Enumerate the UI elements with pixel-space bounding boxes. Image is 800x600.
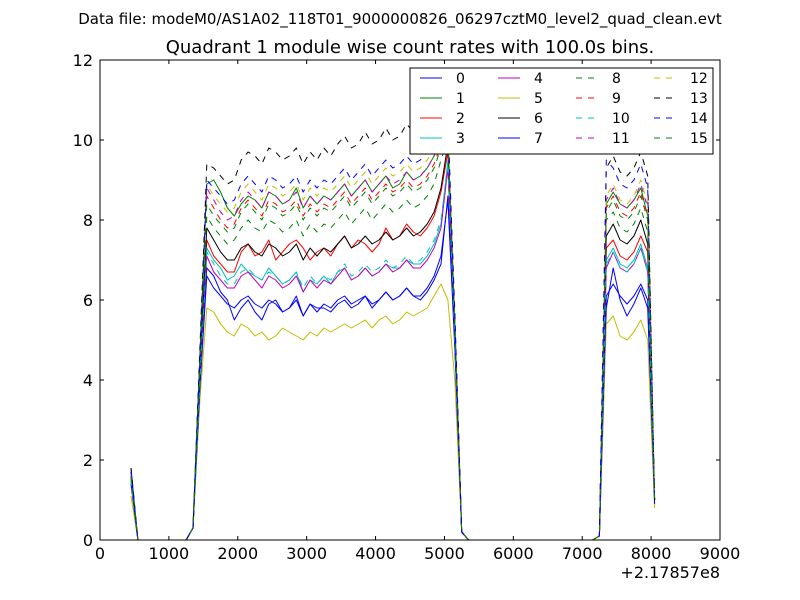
y-tick-label: 12 [73, 51, 93, 70]
x-tick-label: 2000 [217, 544, 258, 563]
legend-label-11: 11 [612, 131, 630, 147]
x-tick-label: 7000 [562, 544, 603, 563]
legend-label-10: 10 [612, 111, 630, 127]
legend-label-9: 9 [612, 91, 621, 107]
x-tick-label: 3000 [286, 544, 327, 563]
legend-label-15: 15 [690, 131, 708, 147]
x-tick-label: 6000 [493, 544, 534, 563]
x-tick-label: 1000 [149, 544, 190, 563]
legend-label-4: 4 [534, 71, 543, 87]
y-tick-label: 2 [83, 451, 93, 470]
legend-label-14: 14 [690, 111, 708, 127]
legend-label-6: 6 [534, 111, 543, 127]
x-tick-label: 9000 [700, 544, 741, 563]
legend-label-8: 8 [612, 71, 621, 87]
legend-label-5: 5 [534, 91, 543, 107]
x-tick-label: 5000 [424, 544, 465, 563]
y-tick-label: 6 [83, 291, 93, 310]
tick-group: 0 1000 2000 3000 4000 5000 6000 7000 8000 9000 0 2 4… [73, 51, 741, 563]
y-tick-label: 8 [83, 211, 93, 230]
legend-label-3: 3 [456, 131, 465, 147]
suptitle: Data file: modeM0/AS1A02_118T01_90000008… [78, 10, 722, 29]
legend-label-7: 7 [534, 131, 543, 147]
series-line-15 [130, 139, 656, 541]
legend-label-13: 13 [690, 91, 708, 107]
x-tick-label: 0 [95, 544, 105, 563]
legend-label-1: 1 [456, 91, 465, 107]
y-tick-label: 4 [83, 371, 93, 390]
chart-title: Quadrant 1 module wise count rates with … [166, 37, 655, 58]
legend-label-2: 2 [456, 111, 465, 127]
legend-label-0: 0 [456, 71, 465, 87]
series-line-12 [130, 131, 656, 541]
y-tick-label: 10 [73, 131, 93, 150]
y-tick-label: 0 [83, 531, 93, 550]
x-offset-label: +2.17857e8 [620, 563, 720, 582]
legend-frame [409, 67, 714, 155]
legend-label-12: 12 [690, 71, 708, 87]
x-tick-label: 8000 [631, 544, 672, 563]
x-tick-label: 4000 [355, 544, 396, 563]
